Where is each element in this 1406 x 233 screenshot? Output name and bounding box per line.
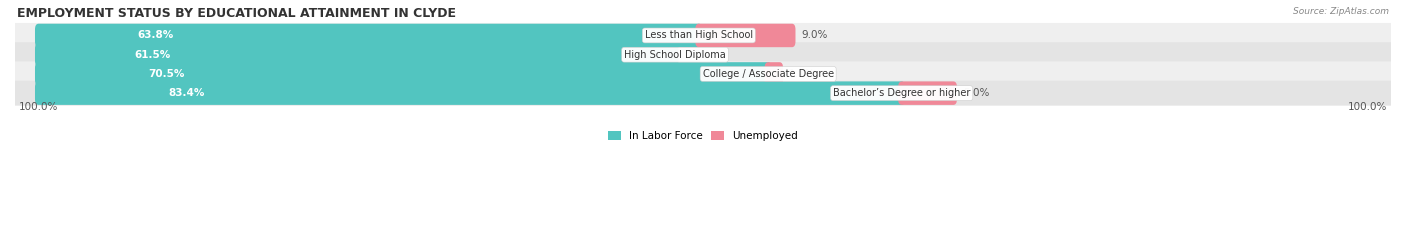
Text: 100.0%: 100.0% [18,102,58,112]
Text: 61.5%: 61.5% [134,50,170,60]
FancyBboxPatch shape [35,81,905,105]
Legend: In Labor Force, Unemployed: In Labor Force, Unemployed [605,127,801,145]
Text: EMPLOYMENT STATUS BY EDUCATIONAL ATTAINMENT IN CLYDE: EMPLOYMENT STATUS BY EDUCATIONAL ATTAINM… [17,7,456,20]
FancyBboxPatch shape [35,24,703,47]
Text: 100.0%: 100.0% [1348,102,1388,112]
FancyBboxPatch shape [696,24,796,47]
Text: 5.0%: 5.0% [963,88,990,98]
Text: Less than High School: Less than High School [645,31,752,41]
Text: 9.0%: 9.0% [801,31,828,41]
Text: Source: ZipAtlas.com: Source: ZipAtlas.com [1294,7,1389,16]
FancyBboxPatch shape [13,81,1393,106]
FancyBboxPatch shape [13,62,1393,86]
FancyBboxPatch shape [898,81,957,105]
Text: 70.5%: 70.5% [148,69,184,79]
Text: Bachelor’s Degree or higher: Bachelor’s Degree or higher [832,88,970,98]
Text: 83.4%: 83.4% [167,88,204,98]
Text: High School Diploma: High School Diploma [624,50,725,60]
Text: 63.8%: 63.8% [138,31,174,41]
Text: College / Associate Degree: College / Associate Degree [703,69,834,79]
FancyBboxPatch shape [13,23,1393,48]
Text: 1.1%: 1.1% [789,69,815,79]
FancyBboxPatch shape [13,42,1393,67]
FancyBboxPatch shape [35,43,679,66]
FancyBboxPatch shape [765,62,783,86]
FancyBboxPatch shape [35,62,772,86]
Text: 0.0%: 0.0% [685,50,710,60]
